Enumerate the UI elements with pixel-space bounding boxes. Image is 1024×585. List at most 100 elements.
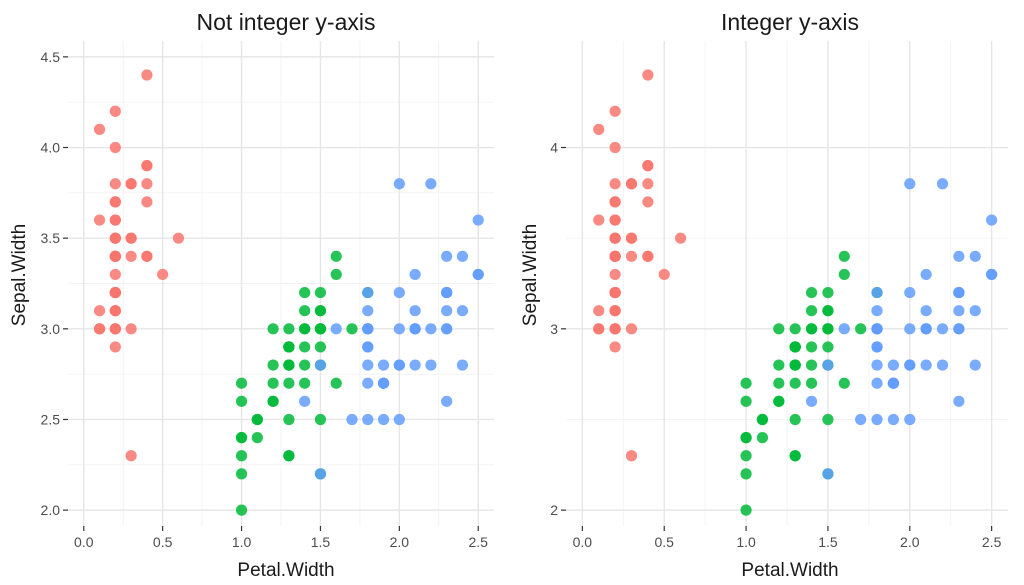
data-point (409, 268, 421, 281)
data-point (109, 305, 121, 317)
data-point (109, 178, 121, 190)
x-tick-label: 1.5 (818, 534, 838, 550)
data-point (642, 178, 654, 190)
data-point (789, 450, 801, 462)
data-points (593, 69, 998, 516)
y-tick-label: 4 (550, 140, 558, 156)
data-points (93, 69, 484, 516)
data-point (969, 250, 981, 262)
data-point (393, 178, 405, 190)
data-point (283, 323, 295, 335)
data-point (871, 377, 883, 389)
data-point (393, 323, 405, 335)
data-point (920, 305, 932, 317)
data-point (393, 413, 405, 426)
data-point (425, 323, 437, 335)
data-point (125, 450, 137, 462)
data-point (441, 305, 453, 317)
data-point (299, 286, 311, 299)
data-point (609, 250, 621, 262)
data-point (393, 359, 405, 371)
data-point (838, 323, 850, 335)
data-point (805, 305, 818, 317)
data-point (362, 323, 374, 335)
data-point (93, 323, 106, 335)
grid (68, 41, 494, 526)
data-point (740, 432, 752, 444)
data-point (740, 468, 752, 480)
data-point (314, 341, 327, 353)
y-axis-title: Sepal.Width (9, 224, 30, 326)
data-point (593, 305, 605, 317)
data-point (789, 413, 801, 426)
data-point (822, 305, 834, 317)
data-point (822, 359, 834, 371)
data-point (887, 359, 900, 371)
data-point (805, 395, 818, 407)
data-point (125, 323, 137, 335)
data-point (773, 395, 785, 407)
data-point (314, 286, 327, 299)
data-point (362, 341, 374, 353)
data-point (235, 377, 248, 389)
data-point (141, 160, 153, 172)
data-point (299, 305, 311, 317)
data-point (625, 232, 638, 244)
data-point (409, 359, 421, 371)
data-point (299, 341, 311, 353)
data-point (740, 450, 752, 462)
data-point (871, 323, 883, 335)
scatter-panel-not-integer: Not integer y-axis Petal.Width Sepal.Wid… (9, 9, 494, 581)
axes: 0.0 0.5 1.0 1.5 2.0 2.5 2 3 4 (550, 140, 1001, 550)
data-point (283, 450, 295, 462)
x-tick-label: 2.0 (900, 534, 920, 550)
data-point (267, 377, 279, 389)
data-point (904, 413, 916, 426)
x-tick-label: 0.5 (153, 534, 173, 550)
data-point (642, 160, 654, 172)
data-point (235, 468, 248, 480)
data-point (609, 214, 621, 226)
data-point (109, 232, 121, 244)
data-point (887, 377, 900, 389)
data-point (299, 377, 311, 389)
x-tick-label: 1.0 (736, 534, 756, 550)
x-tick-label: 0.0 (573, 534, 593, 550)
data-point (920, 359, 932, 371)
data-point (740, 504, 752, 516)
data-point (871, 286, 883, 299)
data-point (593, 323, 605, 335)
data-point (299, 323, 311, 335)
data-point (109, 196, 121, 208)
data-point (299, 395, 311, 407)
data-point (642, 250, 654, 262)
data-point (887, 413, 900, 426)
x-axis-title: Petal.Width (741, 560, 838, 581)
data-point (362, 305, 374, 317)
data-point (267, 359, 279, 371)
data-point (441, 395, 453, 407)
data-point (625, 323, 638, 335)
grid (566, 41, 1008, 526)
data-point (625, 450, 638, 462)
x-tick-label: 1.5 (311, 534, 331, 550)
data-point (299, 359, 311, 371)
data-point (904, 359, 916, 371)
data-point (330, 250, 342, 262)
data-point (904, 323, 916, 335)
data-point (920, 323, 932, 335)
data-point (346, 413, 358, 426)
data-point (409, 305, 421, 317)
data-point (625, 178, 638, 190)
data-point (93, 214, 106, 226)
data-point (609, 286, 621, 299)
data-point (330, 323, 342, 335)
data-point (986, 268, 998, 281)
data-point (330, 377, 342, 389)
data-point (871, 359, 883, 371)
data-point (172, 232, 185, 244)
data-point (235, 504, 248, 516)
x-tick-label: 0.0 (74, 534, 94, 550)
data-point (805, 341, 818, 353)
